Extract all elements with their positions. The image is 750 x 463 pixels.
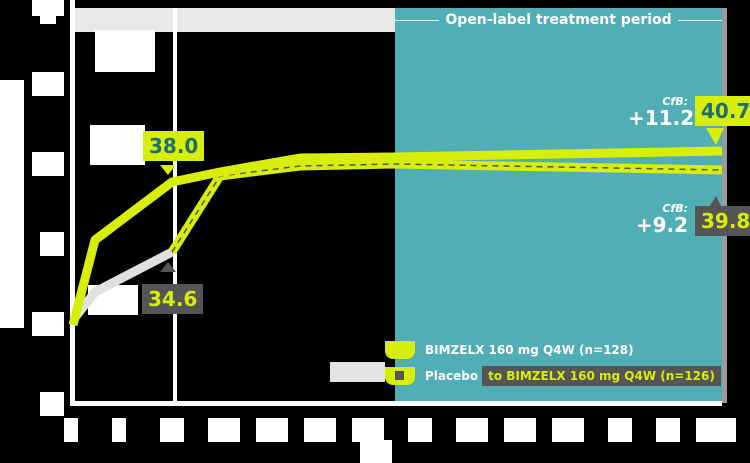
- masked-y-tick: [32, 72, 64, 96]
- panel-edge: [722, 8, 727, 403]
- x-axis-label: [360, 440, 392, 463]
- legend-item-bimzelx: BIMZELX 160 mg Q4W (n=128): [385, 338, 721, 362]
- x-tick: [304, 418, 336, 442]
- arrow-left-icon: [395, 19, 440, 21]
- cfb-bimzelx: CfB: +11.2: [628, 95, 695, 130]
- bimzelx-swatch-icon: [385, 341, 415, 359]
- x-axis: [70, 401, 722, 406]
- x-tick: [608, 418, 632, 442]
- x-tick: [552, 418, 584, 442]
- week-marker-line: [173, 8, 177, 403]
- masked-y-tick: [40, 232, 64, 256]
- callout-pointer-icon: [160, 165, 176, 175]
- callout-placebo-week: 34.6: [142, 284, 204, 314]
- placebo-swatch-icon: [385, 367, 415, 385]
- open-label-title: Open-label treatment period: [395, 10, 722, 30]
- masked-header-bar: [75, 8, 395, 32]
- y-axis: [70, 0, 75, 406]
- legend: BIMZELX 160 mg Q4W (n=128) Placebo to BI…: [385, 338, 721, 390]
- masked-top-left-label: [32, 0, 64, 16]
- cfb-placebo: CfB: +9.2: [635, 202, 688, 237]
- x-tick: [456, 418, 488, 442]
- x-tick: [352, 418, 384, 442]
- callout-pointer-icon: [706, 128, 724, 145]
- bimzelx-line: [68, 146, 723, 327]
- callout-bimzelx-final: 40.7: [695, 96, 750, 126]
- masked-y-tick: [32, 312, 64, 336]
- masked-y-tick: [32, 152, 64, 176]
- open-label-panel: [395, 8, 722, 403]
- x-tick: [160, 418, 184, 442]
- callout-pointer-icon: [160, 262, 176, 272]
- arrow-right-icon: [677, 19, 722, 21]
- masked-legend-placebo: [330, 362, 385, 382]
- x-tick: [256, 418, 288, 442]
- masked-y-label: [0, 80, 24, 328]
- x-tick: [112, 418, 126, 442]
- masked-header-sub: [95, 30, 155, 72]
- masked-annotation: [90, 125, 145, 165]
- x-tick: [208, 418, 240, 442]
- masked-y-tick: [40, 392, 64, 416]
- masked-top-left-label: [40, 16, 56, 24]
- x-tick: [696, 418, 736, 442]
- placebo-line-dash: [171, 163, 723, 253]
- legend-item-placebo: Placebo to BIMZELX 160 mg Q4W (n=126): [385, 364, 721, 388]
- callout-bimzelx-week: 38.0: [143, 131, 205, 161]
- x-tick: [64, 418, 78, 442]
- callout-placebo-final: 39.8: [695, 206, 750, 236]
- x-tick: [504, 418, 536, 442]
- x-tick: [656, 418, 680, 442]
- x-tick: [408, 418, 432, 442]
